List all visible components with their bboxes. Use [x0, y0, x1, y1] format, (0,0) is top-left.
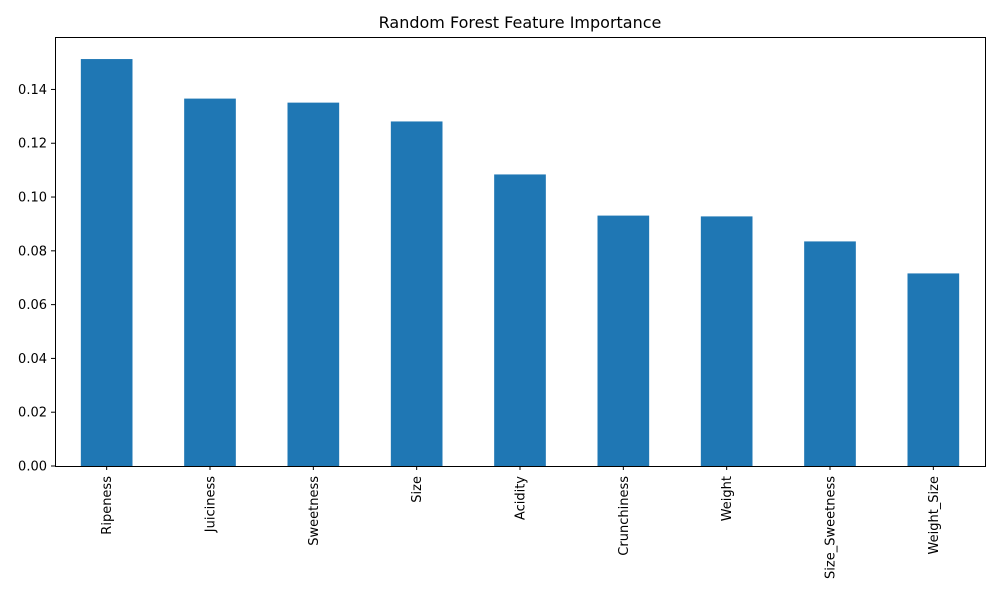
bars — [80, 59, 960, 466]
x-axis: Ripeness Juiciness Sweetness Size Acidity Cru… — [100, 466, 942, 579]
x-tick-label: Juiciness — [204, 476, 219, 533]
bar-weight — [700, 216, 753, 466]
y-tick-label: 0.12 — [18, 137, 47, 152]
x-tick-label: Ripeness — [100, 476, 115, 535]
y-tick-label: 0.02 — [18, 406, 47, 421]
chart-title: Random Forest Feature Importance — [379, 13, 662, 32]
x-tick-label: Weight_Size — [927, 476, 942, 554]
y-tick-label: 0.08 — [18, 244, 47, 259]
y-tick-label: 0.06 — [18, 298, 47, 313]
x-tick-label: Size — [410, 476, 425, 503]
x-tick-label: Sweetness — [307, 476, 322, 546]
bar-size — [390, 121, 443, 466]
y-tick-label: 0.04 — [18, 352, 47, 367]
y-tick-label: 0.14 — [18, 83, 47, 98]
bar-ripeness — [80, 59, 133, 466]
bar-crunchiness — [597, 215, 650, 466]
x-tick-label: Crunchiness — [617, 476, 632, 556]
y-tick-label: 0.10 — [18, 191, 47, 206]
x-tick-label: Acidity — [514, 476, 529, 520]
y-tick-label: 0.00 — [18, 460, 47, 475]
y-axis: 0.00 0.02 0.04 0.06 0.08 0.10 0.12 0.14 — [18, 83, 55, 475]
plot-frame — [55, 37, 986, 467]
bar-acidity — [494, 174, 546, 466]
x-tick-label: Size_Sweetness — [824, 476, 839, 579]
bar-size-sweetness — [804, 241, 856, 466]
bar-juiciness — [184, 98, 236, 466]
bar-sweetness — [287, 102, 340, 466]
x-tick-label: Weight — [720, 476, 735, 521]
bar-weight-size — [907, 273, 960, 466]
